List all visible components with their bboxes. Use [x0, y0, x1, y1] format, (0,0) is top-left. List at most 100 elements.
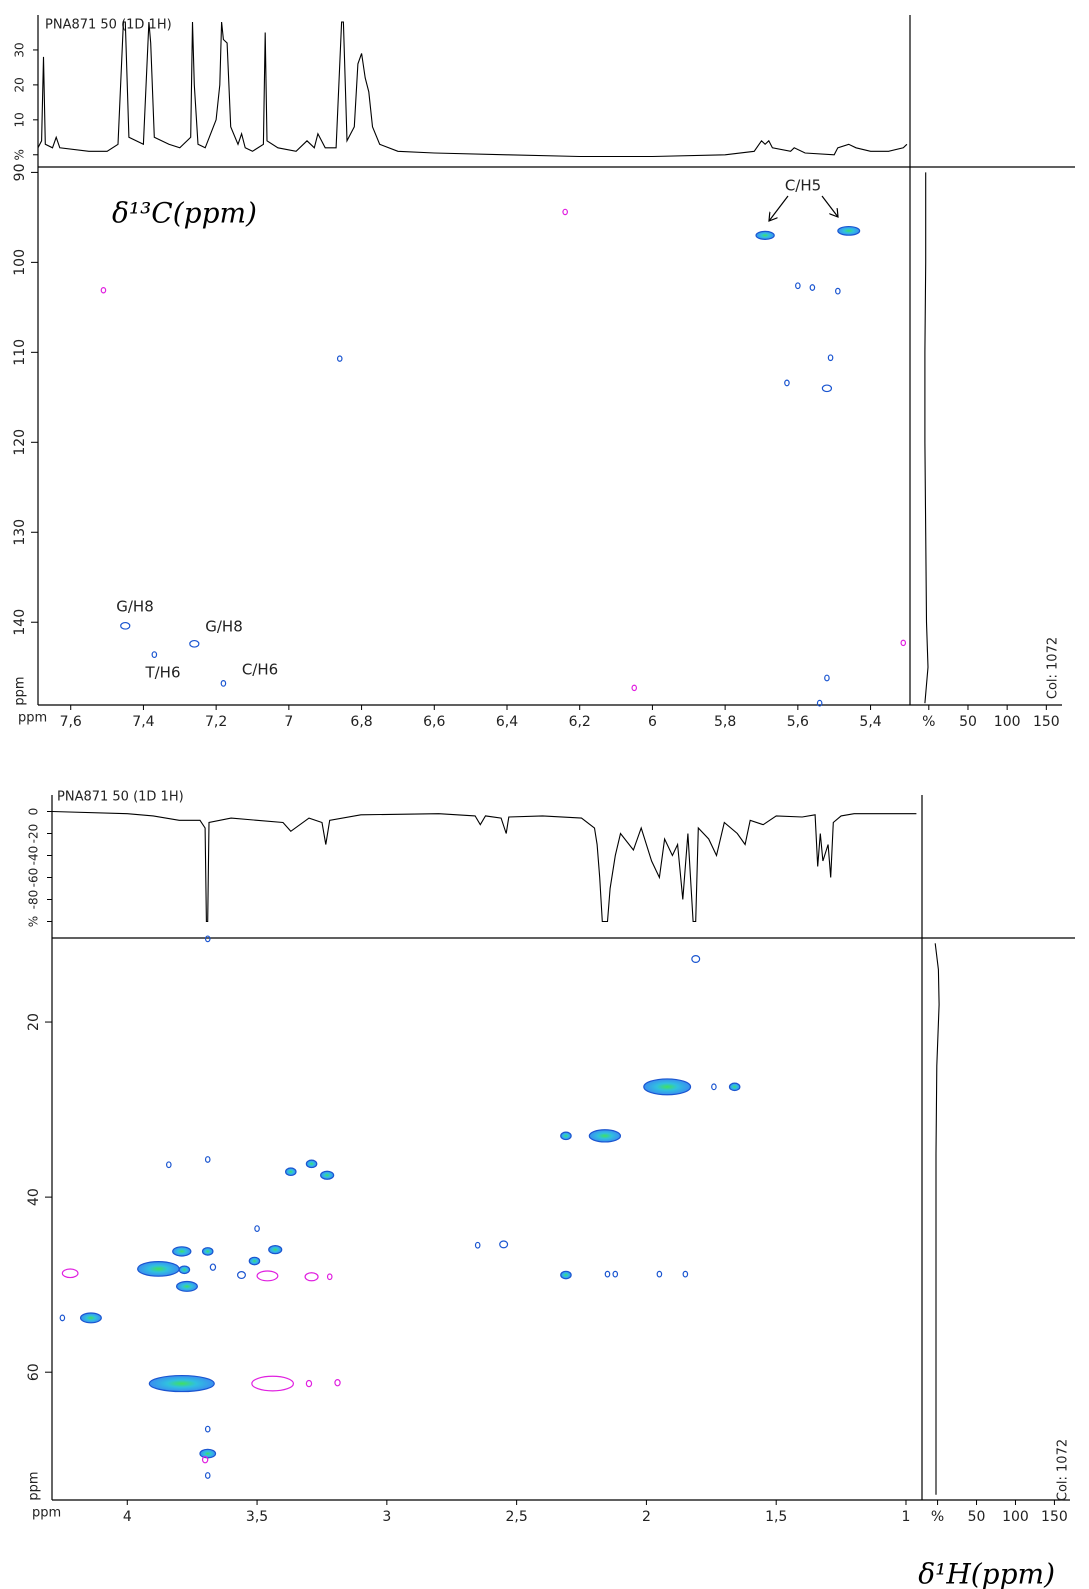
peak: [220, 680, 227, 687]
spectrum-tick-label: 20: [13, 77, 27, 92]
peak: [499, 1240, 509, 1249]
x-tick-label: 5,6: [787, 714, 809, 730]
peak: [334, 1378, 341, 1387]
peak: [827, 354, 834, 362]
peak: [79, 1312, 102, 1324]
y-tick-label: 20: [26, 1013, 42, 1031]
peak: [305, 1379, 313, 1388]
y-tick-label: 40: [26, 1188, 42, 1206]
spectrum-tick-label: 0: [27, 808, 41, 816]
x-tick-label: 3,5: [246, 1509, 268, 1525]
column-label: Col: 1072: [1046, 637, 1061, 699]
spectrum-tick-label: 10: [13, 112, 27, 127]
x-tick-label: 7,4: [132, 714, 154, 730]
peak: [204, 935, 211, 943]
projection-tick-label: 100: [1002, 1509, 1029, 1525]
axis-title: δ¹H(ppm): [918, 1558, 1055, 1589]
x-tick-label: 6,6: [423, 714, 445, 730]
peak-annotation: G/H8: [116, 598, 154, 616]
x-tick-label: 5,4: [859, 714, 881, 730]
peak: [305, 1159, 318, 1169]
x-tick-label: 3: [382, 1509, 391, 1525]
peak: [560, 1131, 572, 1141]
peak: [656, 1270, 663, 1278]
x-tick-label: 1: [902, 1509, 911, 1525]
x-tick-label: 6,8: [350, 714, 372, 730]
peak: [59, 1314, 66, 1322]
peak: [900, 639, 907, 647]
peak: [604, 1270, 611, 1278]
y-tick-label: 130: [12, 519, 28, 546]
spectrum-line: [37, 21, 908, 158]
peak: [201, 1456, 209, 1464]
annotation-arrow: [821, 195, 838, 217]
projection-line: [934, 943, 940, 1495]
peak: [835, 287, 841, 295]
peak: [755, 230, 775, 240]
spectrum-line: [51, 810, 917, 923]
peak: [236, 1271, 246, 1280]
x-tick-label: 7: [284, 714, 293, 730]
projection-tick-label: 150: [1033, 714, 1060, 730]
peak: [209, 1263, 217, 1271]
peak: [682, 1270, 689, 1278]
peak: [816, 699, 823, 707]
peak: [320, 1170, 335, 1180]
peak: [175, 1280, 198, 1292]
x-tick-label: 5,8: [714, 714, 736, 730]
peak: [254, 1225, 260, 1233]
y-tick-label: 60: [26, 1363, 42, 1381]
peak: [795, 282, 801, 290]
x-tick-label: 7,2: [205, 714, 227, 730]
spectrum-tick-label: -80: [27, 890, 41, 910]
peak: [631, 684, 638, 692]
annotation-arrow: [769, 195, 789, 221]
peak-annotation: C/H6: [242, 661, 278, 679]
peak: [268, 1245, 283, 1255]
peak: [588, 1129, 622, 1143]
projection-tick-label: 50: [968, 1509, 986, 1525]
projection-tick-label: 100: [994, 714, 1021, 730]
projection-tick-label: 50: [959, 714, 977, 730]
peak: [148, 1374, 215, 1393]
peak-annotation: G/H8: [205, 618, 243, 636]
peak: [837, 225, 861, 236]
projection-line: [924, 172, 929, 704]
x-tick-label: 4: [123, 1509, 132, 1525]
peak: [256, 1270, 279, 1282]
peak: [809, 284, 816, 291]
peak: [304, 1272, 319, 1282]
x-tick-label: 6,4: [496, 714, 518, 730]
spectrum-tick-label: -40: [27, 846, 41, 866]
peak: [824, 674, 830, 682]
peak: [285, 1167, 297, 1177]
y-tick-label: 140: [12, 609, 28, 636]
column-label: Col: 1072: [1056, 1439, 1071, 1501]
spectrum-tick-label: %: [13, 149, 27, 160]
spectrum-tick-label: %: [27, 916, 41, 927]
peak: [151, 651, 158, 659]
peak: [166, 1161, 172, 1169]
peak: [199, 1448, 217, 1459]
peak: [711, 1083, 717, 1091]
peak: [336, 355, 343, 362]
peak: [189, 639, 200, 648]
y-axis-label: ppm: [27, 1471, 42, 1500]
x-tick-label: 2: [642, 1509, 651, 1525]
spectrum-title: PNA871 50 (1D 1H): [57, 790, 184, 805]
x-tick-label: 6,2: [569, 714, 591, 730]
projection-tick-label: %: [931, 1509, 944, 1525]
projection-tick-label: 150: [1041, 1509, 1068, 1525]
peak: [248, 1256, 261, 1266]
x-axis-label: ppm: [32, 1506, 61, 1521]
peak: [100, 287, 107, 294]
peak: [560, 1270, 572, 1280]
peak: [326, 1273, 333, 1281]
peak: [204, 1472, 211, 1479]
y-tick-label: 110: [12, 339, 28, 366]
peak: [612, 1270, 619, 1278]
x-axis-label: ppm: [18, 711, 47, 726]
peak: [728, 1082, 741, 1092]
spectrum-tick-label: 30: [13, 42, 27, 57]
